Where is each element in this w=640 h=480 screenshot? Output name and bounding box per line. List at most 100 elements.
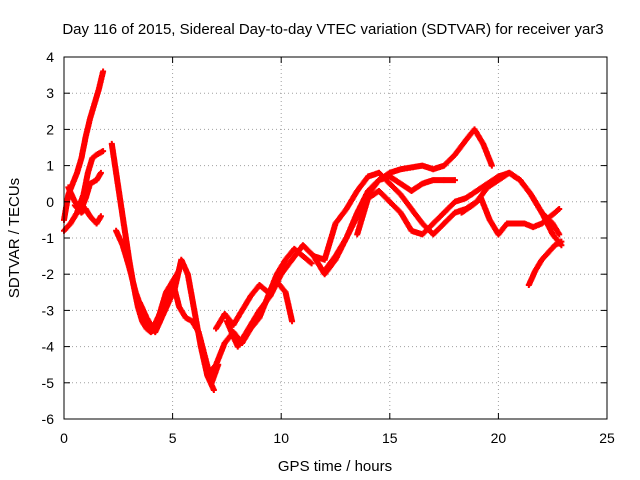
x-tick-label: 0 bbox=[60, 430, 68, 446]
data-point-trail bbox=[355, 174, 371, 193]
data-point-trail bbox=[301, 243, 316, 258]
data-point bbox=[289, 318, 296, 325]
data-point-trail bbox=[452, 138, 468, 157]
data-point-trail bbox=[480, 142, 495, 168]
data-point-trail bbox=[65, 185, 78, 204]
data-point-trail bbox=[213, 312, 227, 331]
data-point bbox=[100, 148, 107, 155]
data-point-trail bbox=[478, 196, 493, 222]
y-tick-label: -3 bbox=[42, 302, 55, 318]
y-axis-label: SDTVAR / TECUs bbox=[6, 178, 23, 298]
data-point-trail bbox=[90, 152, 99, 161]
data-point bbox=[488, 162, 495, 169]
data-point-trail bbox=[144, 326, 153, 335]
data-point-trail bbox=[159, 301, 171, 320]
data-point-trail bbox=[366, 178, 381, 197]
x-tick-label: 5 bbox=[169, 430, 177, 446]
data-point-trail bbox=[387, 181, 403, 197]
data-point-trail bbox=[109, 142, 119, 175]
x-tick-label: 10 bbox=[273, 430, 289, 446]
y-tick-label: 3 bbox=[46, 85, 54, 101]
data-point-trail bbox=[209, 363, 221, 385]
data-points bbox=[61, 68, 565, 394]
series-arc15 bbox=[458, 195, 563, 238]
x-tick-label: 20 bbox=[491, 430, 507, 446]
data-point bbox=[308, 260, 315, 267]
data-point-trail bbox=[235, 326, 251, 349]
data-point-trail bbox=[257, 294, 273, 313]
x-tick-label: 25 bbox=[599, 430, 615, 446]
data-point-trail bbox=[546, 243, 557, 255]
data-point-trail bbox=[213, 341, 228, 367]
data-point-trail bbox=[333, 207, 349, 226]
data-point-trail bbox=[231, 308, 245, 327]
series-arc16 bbox=[525, 238, 565, 289]
data-point-trail bbox=[398, 192, 414, 211]
data-point bbox=[558, 238, 565, 245]
data-point-trail bbox=[117, 200, 128, 233]
data-point-trail bbox=[239, 294, 253, 313]
data-point-trail bbox=[185, 272, 198, 312]
y-tick-label: 2 bbox=[46, 121, 54, 137]
data-point bbox=[451, 177, 458, 184]
y-tick-label: -1 bbox=[42, 230, 55, 246]
data-point-trail bbox=[518, 178, 534, 197]
data-point-trail bbox=[113, 171, 124, 204]
data-point-trail bbox=[178, 258, 191, 276]
data-point-trail bbox=[322, 254, 338, 273]
data-point-trail bbox=[526, 268, 538, 287]
data-point-trail bbox=[472, 127, 486, 146]
x-axis-label: GPS time / hours bbox=[278, 458, 392, 475]
data-point bbox=[556, 206, 563, 213]
data-point-trail bbox=[137, 301, 149, 320]
y-tick-label: 4 bbox=[46, 49, 54, 65]
data-point bbox=[97, 169, 104, 176]
chart-title: Day 116 of 2015, Sidereal Day-to-day VTE… bbox=[62, 21, 603, 38]
data-point bbox=[100, 68, 107, 75]
data-point-trail bbox=[333, 236, 349, 258]
data-point-trail bbox=[268, 272, 284, 298]
y-tick-label: -4 bbox=[42, 339, 55, 355]
data-point bbox=[210, 387, 217, 394]
data-point-trail bbox=[150, 312, 162, 331]
data-point bbox=[556, 231, 563, 238]
data-point-trail bbox=[96, 70, 106, 92]
data-point-trail bbox=[83, 117, 93, 139]
data-point-trail bbox=[78, 135, 89, 160]
y-tick-label: -6 bbox=[42, 411, 55, 427]
data-point-trail bbox=[354, 196, 371, 236]
series-arc7 bbox=[137, 278, 222, 386]
data-point-trail bbox=[274, 258, 288, 276]
data-point-trail bbox=[431, 210, 446, 226]
x-tick-label: 15 bbox=[382, 430, 398, 446]
data-point-trail bbox=[246, 308, 262, 331]
data-point-trail bbox=[442, 152, 457, 168]
y-tick-label: -5 bbox=[42, 375, 55, 391]
data-point-trail bbox=[431, 221, 446, 237]
series-arc4 bbox=[71, 202, 104, 227]
data-point-trail bbox=[398, 211, 414, 233]
data-point-trail bbox=[344, 214, 360, 240]
series-arc12 bbox=[321, 173, 458, 274]
data-point-trail bbox=[322, 222, 339, 262]
plot-frame bbox=[63, 56, 608, 420]
y-tick-label: 0 bbox=[46, 194, 54, 210]
data-point-trail bbox=[279, 257, 295, 276]
data-point-trail bbox=[377, 189, 392, 204]
series-arc2 bbox=[61, 148, 107, 234]
data-point-trail bbox=[387, 199, 403, 215]
y-tick-label: -2 bbox=[42, 266, 55, 282]
data-point-trail bbox=[344, 189, 360, 211]
data-point-trail bbox=[528, 192, 545, 215]
data-point bbox=[97, 213, 104, 220]
data-point-trail bbox=[442, 210, 457, 226]
data-point-trail bbox=[290, 243, 305, 262]
series-arc13 bbox=[354, 169, 565, 249]
data-point-trail bbox=[152, 316, 165, 334]
data-point-trail bbox=[442, 199, 457, 215]
grid bbox=[64, 57, 607, 419]
data-point-trail bbox=[282, 290, 295, 323]
y-tick-label: 1 bbox=[46, 158, 54, 174]
